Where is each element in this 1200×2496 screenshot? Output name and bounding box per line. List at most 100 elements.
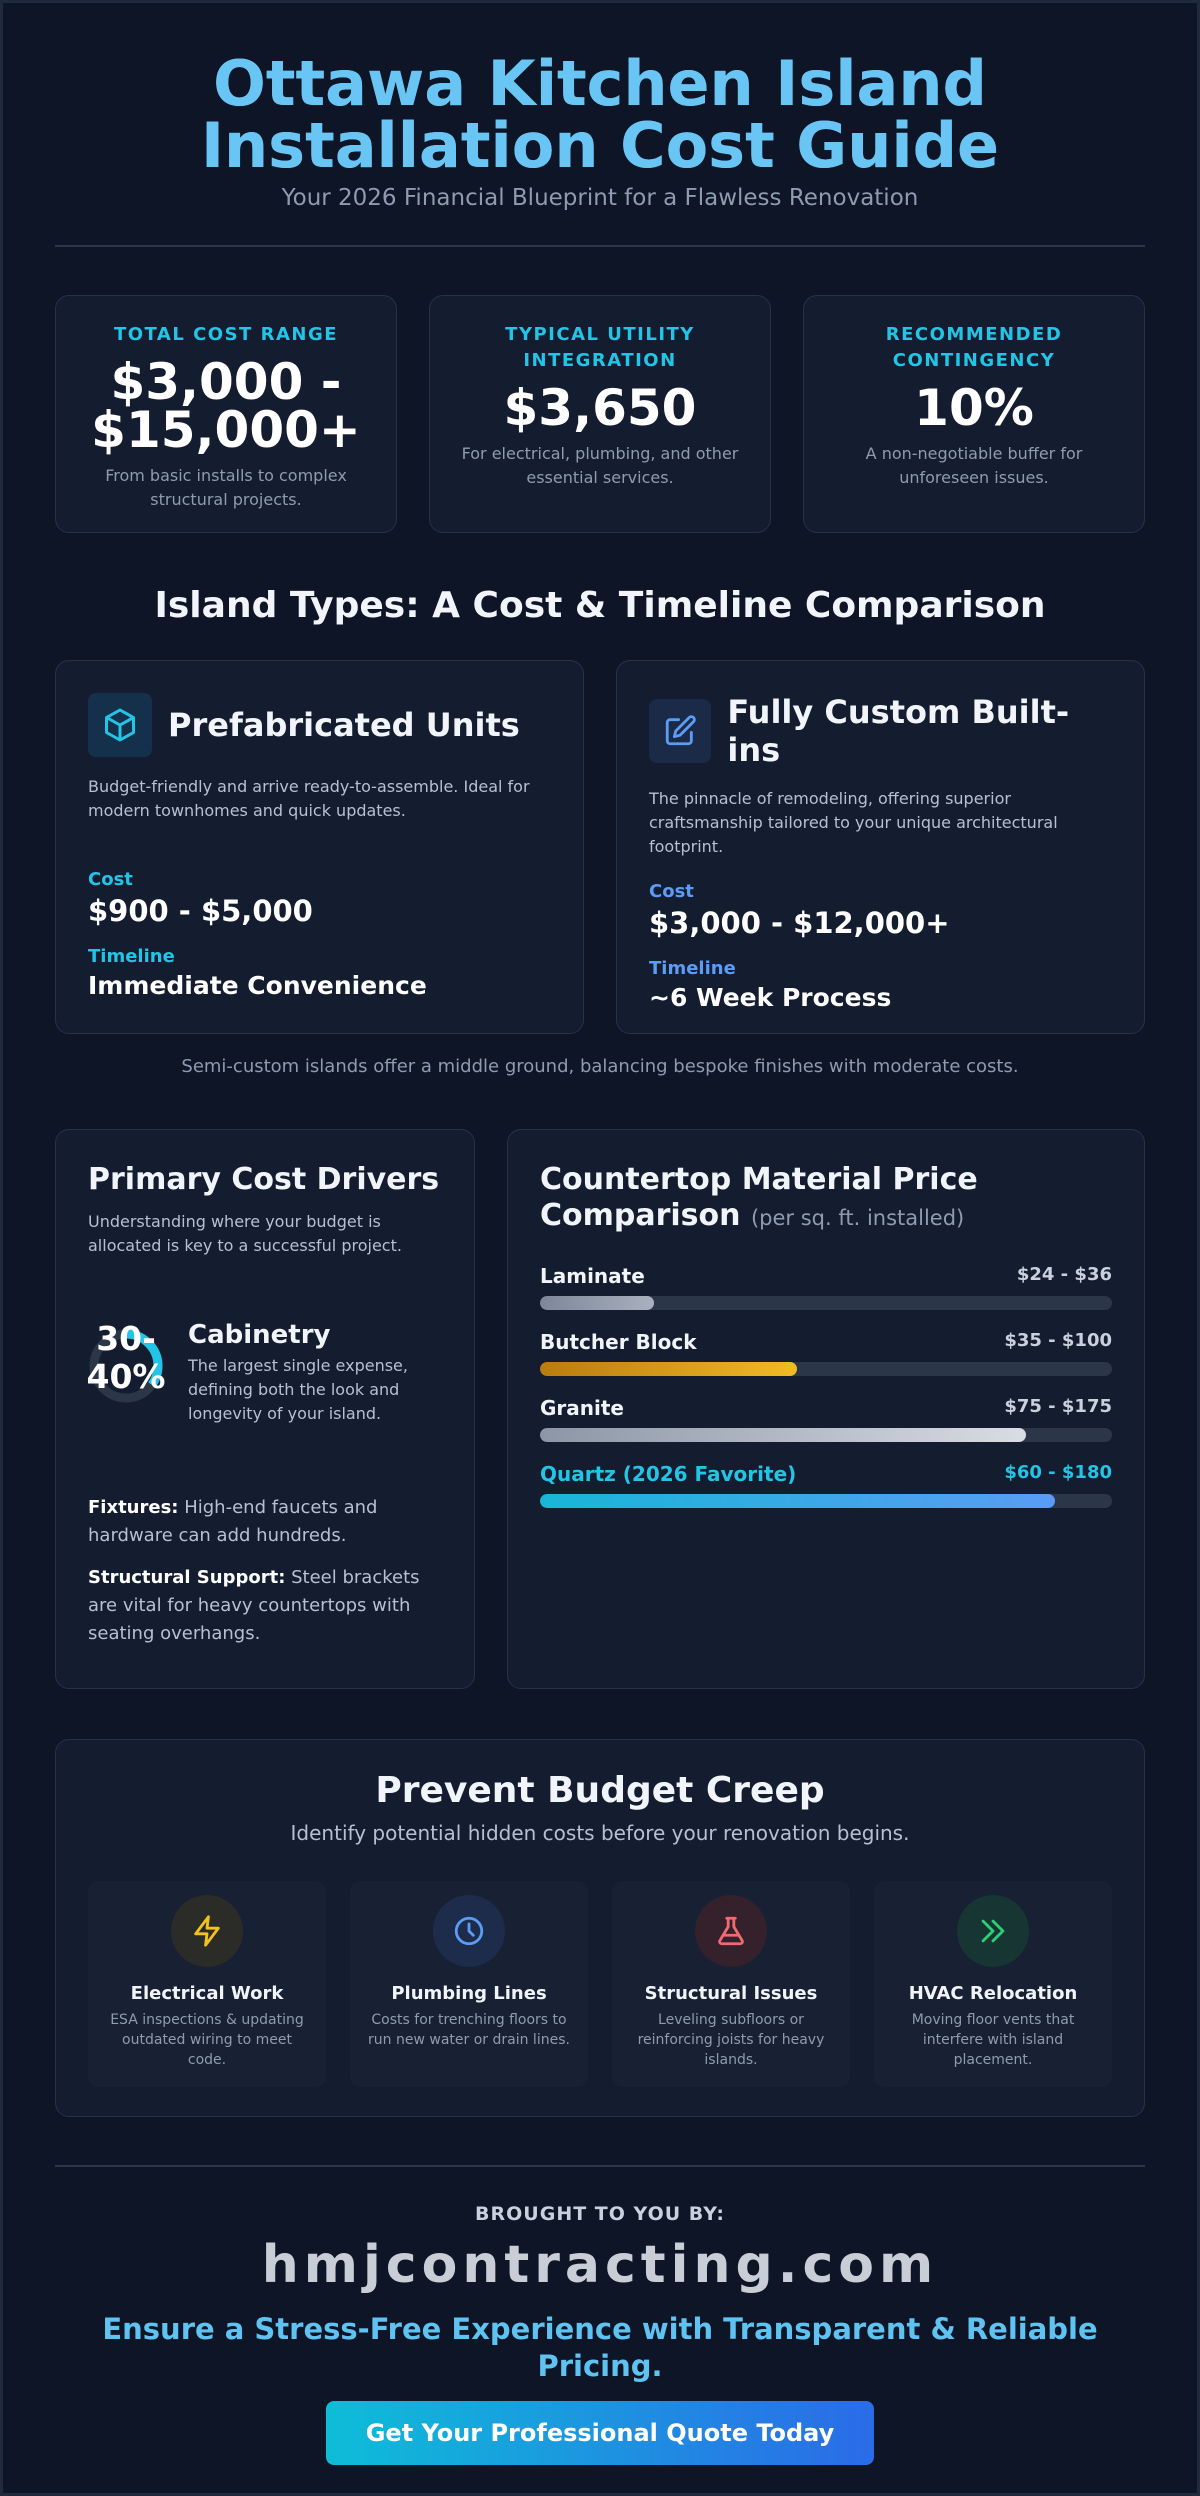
driver-structural: Structural Support: Steel brackets are v… — [88, 1564, 442, 1648]
divider — [55, 245, 1145, 247]
drivers-subtitle: Understanding where your budget is alloc… — [88, 1212, 402, 1255]
title-line-1: Ottawa Kitchen Island — [213, 47, 987, 120]
clock-icon — [433, 1895, 505, 1967]
stat-card-contingency: RECOMMENDED CONTINGENCY 10% A non-negoti… — [803, 295, 1145, 533]
budget-creep-title: Prevent Budget Creep — [375, 1770, 825, 1811]
driver-text: High-end faucets and hardware can add hu… — [88, 1497, 378, 1546]
stat-value: $3,650 — [503, 379, 697, 437]
cost-value: $3,000 - $12,000+ — [649, 906, 950, 940]
timeline-label: Timeline — [88, 946, 175, 967]
stat-value-line-1: $3,000 - — [110, 353, 342, 411]
material-bar-fill — [540, 1296, 655, 1310]
hidden-cost-name: Structural Issues — [644, 1983, 818, 2004]
material-bar-track — [540, 1362, 1112, 1376]
flask-icon — [695, 1895, 767, 1967]
countertop-title-line-2-row: Comparison (per sq. ft. installed) — [540, 1198, 1112, 1236]
countertop-title-line-1: Countertop Material Price — [540, 1162, 978, 1197]
driver-label: Structural Support: — [88, 1567, 286, 1588]
hidden-cost-desc: Leveling subfloors or reinforcing joists… — [637, 2012, 825, 2068]
driver-label: Fixtures: — [88, 1497, 179, 1518]
percent-line-2: 40% — [86, 1357, 166, 1396]
material-bar-track — [540, 1296, 1112, 1310]
type-desc: Budget-friendly and arrive ready-to-asse… — [88, 777, 530, 820]
cabinetry-block: 30- 40% Cabinetry The largest single exp… — [87, 1320, 442, 1426]
stat-card-total-cost: TOTAL COST RANGE $3,000 - $15,000+ From … — [55, 295, 397, 533]
material-name: Butcher Block — [540, 1330, 697, 1354]
cube-icon — [88, 693, 152, 757]
material-bar-track — [540, 1428, 1112, 1442]
material-name: Granite — [540, 1396, 624, 1420]
donut-arc — [89, 1329, 163, 1403]
stat-card-utility: TYPICAL UTILITY INTEGRATION $3,650 For e… — [429, 295, 771, 533]
type-name: Prefabricated Units — [168, 706, 520, 744]
material-price: $60 - $180 — [1004, 1462, 1112, 1483]
hidden-cost-name: Electrical Work — [130, 1983, 284, 2004]
material-price: $35 - $100 — [1004, 1330, 1112, 1351]
budget-creep-subtitle: Identify potential hidden costs before y… — [290, 1821, 910, 1845]
stat-label: TYPICAL UTILITY INTEGRATION — [505, 324, 695, 371]
material-name: Laminate — [540, 1264, 645, 1288]
material-row: Laminate $24 - $36 — [540, 1264, 1112, 1310]
cost-label: Cost — [649, 881, 694, 902]
title-line-2: Installation Cost Guide — [200, 109, 1000, 182]
material-header: Butcher Block $35 - $100 — [540, 1330, 1112, 1354]
edit-icon — [649, 699, 712, 763]
countertop-title: Countertop Material Price Comparison (pe… — [540, 1162, 1112, 1236]
budget-creep-card: Prevent Budget Creep Identify potential … — [55, 1739, 1145, 2117]
timeline-label: Timeline — [649, 958, 736, 979]
stat-desc: For electrical, plumbing, and other esse… — [461, 444, 739, 487]
material-row: Granite $75 - $175 — [540, 1396, 1112, 1442]
stat-label: TOTAL COST RANGE — [113, 324, 339, 345]
cost-label: Cost — [88, 869, 133, 890]
material-bar-track — [540, 1494, 1112, 1508]
material-header: Granite $75 - $175 — [540, 1396, 1112, 1420]
countertop-title-line-2: Comparison — [540, 1198, 741, 1233]
hidden-cost-desc: Costs for trenching floors to run new wa… — [368, 2012, 570, 2048]
drivers-title: Primary Cost Drivers — [88, 1162, 440, 1197]
hidden-cost-structural: Structural Issues Leveling subfloors or … — [612, 1881, 850, 2087]
material-bar-fill — [540, 1362, 798, 1376]
material-bar-fill — [540, 1428, 1027, 1442]
timeline-value: Immediate Convenience — [88, 971, 427, 1000]
material-header: Laminate $24 - $36 — [540, 1264, 1112, 1288]
hidden-cost-electrical: Electrical Work ESA inspections & updati… — [88, 1881, 326, 2087]
stat-desc: A non-negotiable buffer for unforeseen i… — [865, 444, 1083, 487]
material-bar-fill — [540, 1494, 1055, 1508]
footer-divider — [55, 2165, 1145, 2167]
cabinetry-percent: 30- 40% — [80, 1320, 172, 1396]
type-name: Fully Custom Built-ins — [727, 693, 1070, 769]
stats-row: TOTAL COST RANGE $3,000 - $15,000+ From … — [55, 295, 1145, 533]
cabinetry-desc: The largest single expense, defining bot… — [188, 1356, 408, 1423]
material-header: Quartz (2026 Favorite) $60 - $180 — [540, 1462, 1112, 1486]
types-section-title: Island Types: A Cost & Timeline Comparis… — [154, 585, 1046, 626]
stat-label: RECOMMENDED CONTINGENCY — [885, 324, 1063, 371]
timeline-value: ~6 Week Process — [649, 983, 892, 1012]
countertop-price-card: Countertop Material Price Comparison (pe… — [507, 1129, 1145, 1689]
hidden-cost-plumbing: Plumbing Lines Costs for trenching floor… — [350, 1881, 588, 2087]
stat-value: 10% — [914, 379, 1034, 437]
get-quote-button[interactable]: Get Your Professional Quote Today — [326, 2401, 874, 2465]
material-price: $24 - $36 — [1016, 1264, 1112, 1285]
hidden-cost-hvac: HVAC Relocation Moving floor vents that … — [874, 1881, 1112, 2087]
cabinetry-name: Cabinetry — [188, 1320, 331, 1350]
lightning-icon — [171, 1895, 243, 1967]
type-desc: The pinnacle of remodeling, offering sup… — [649, 789, 1058, 856]
hidden-cost-name: Plumbing Lines — [391, 1983, 547, 2004]
hidden-cost-name: HVAC Relocation — [908, 1983, 1078, 2004]
stat-value-line-2: $15,000+ — [91, 401, 361, 459]
brought-by-label: BROUGHT TO YOU BY: — [475, 2203, 725, 2225]
stat-value: $3,000 - $15,000+ — [84, 353, 368, 459]
cabinetry-text: Cabinetry The largest single expense, de… — [188, 1320, 442, 1426]
type-header: Fully Custom Built-ins — [649, 693, 1112, 769]
tagline: Ensure a Stress-Free Experience with Tra… — [102, 2312, 1098, 2383]
type-header: Prefabricated Units — [88, 693, 551, 757]
material-row: Quartz (2026 Favorite) $60 - $180 — [540, 1462, 1112, 1508]
countertop-unit: (per sq. ft. installed) — [750, 1206, 965, 1230]
material-row: Butcher Block $35 - $100 — [540, 1330, 1112, 1376]
driver-text: Steel brackets are vital for heavy count… — [88, 1567, 420, 1644]
hidden-costs-row: Electrical Work ESA inspections & updati… — [88, 1881, 1112, 2087]
type-card-custom: Fully Custom Built-ins The pinnacle of r… — [616, 660, 1145, 1034]
percent-line-1: 30- — [96, 1319, 156, 1358]
hidden-cost-desc: Moving floor vents that interfere with i… — [911, 2012, 1075, 2068]
